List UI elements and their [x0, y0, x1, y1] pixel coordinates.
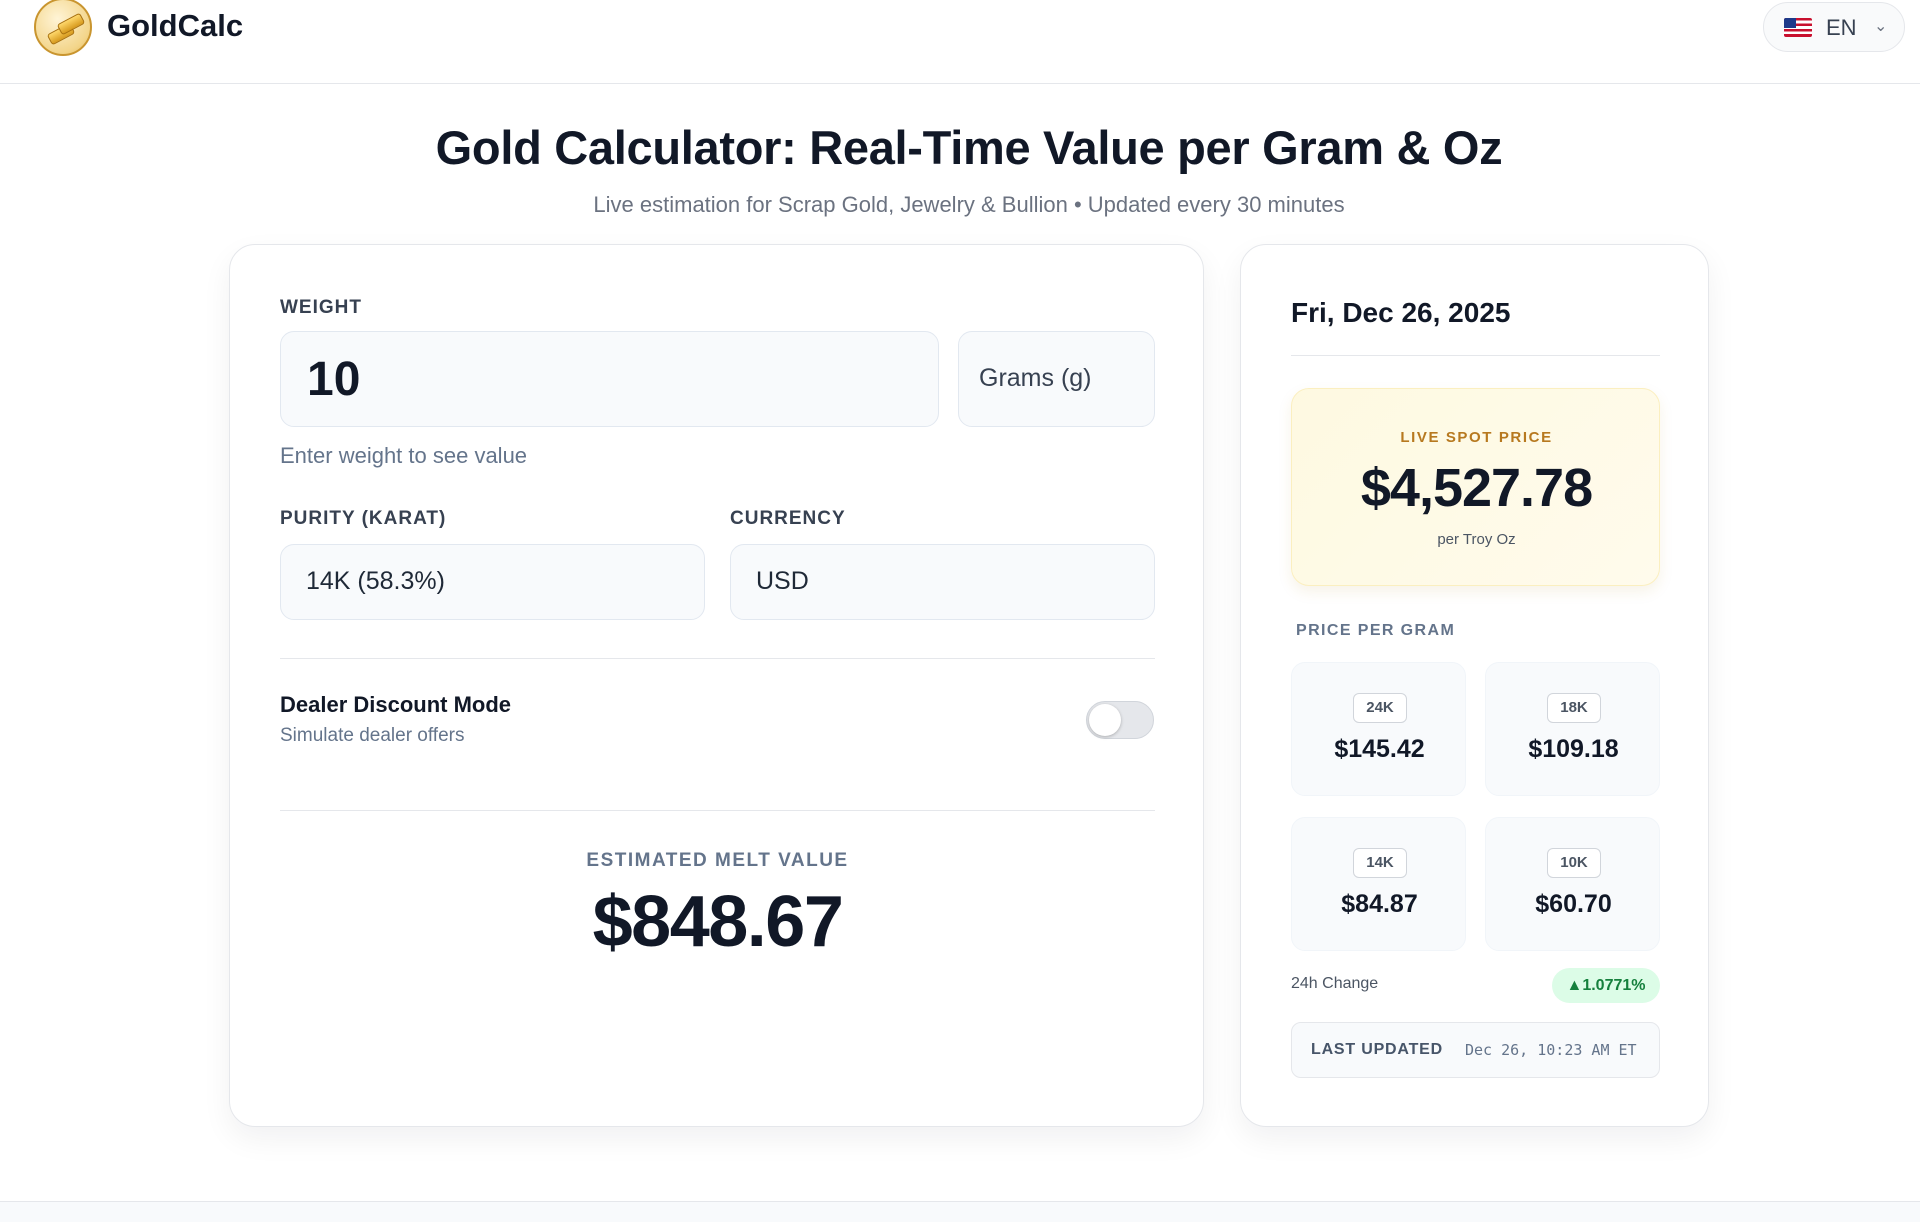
karat-badge: 10K: [1547, 848, 1601, 878]
karat-price-card: 24K $145.42: [1291, 662, 1466, 796]
karat-badge: 24K: [1353, 693, 1407, 723]
change-badge: ▲1.0771%: [1552, 968, 1660, 1003]
unit-select[interactable]: Grams (g): [958, 331, 1155, 427]
price-per-gram-label: PRICE PER GRAM: [1296, 622, 1456, 639]
dealer-mode-toggle[interactable]: [1086, 701, 1154, 739]
weight-hint: Enter weight to see value: [280, 443, 528, 468]
dealer-mode-subtitle: Simulate dealer offers: [280, 725, 465, 746]
weight-input[interactable]: 10: [280, 331, 939, 427]
spot-price-value: $4,527.78: [1360, 458, 1593, 518]
calculator-card: WEIGHT 10 Grams (g) Enter weight to see …: [229, 244, 1204, 1127]
karat-price-card: 10K $60.70: [1485, 817, 1660, 951]
last-updated-box: LAST UPDATED Dec 26, 10:23 AM ET: [1291, 1022, 1660, 1078]
language-selector[interactable]: EN ⌄: [1763, 2, 1905, 52]
spot-price-unit: per Troy Oz: [1437, 531, 1516, 548]
purity-select-value: 14K (58.3%): [306, 567, 445, 595]
page-subtitle: Live estimation for Scrap Gold, Jewelry …: [593, 192, 1345, 217]
karat-price: $60.70: [1535, 890, 1612, 918]
currency-select[interactable]: USD: [730, 544, 1155, 620]
logo-text[interactable]: GoldCalc: [107, 8, 244, 43]
purity-select[interactable]: 14K (58.3%): [280, 544, 705, 620]
weight-label: WEIGHT: [280, 297, 362, 318]
estimated-value-label: ESTIMATED MELT VALUE: [586, 850, 849, 871]
footer-edge: [0, 1201, 1920, 1222]
karat-price: $145.42: [1334, 735, 1425, 763]
top-header: GoldCalc EN ⌄: [0, 0, 1920, 84]
karat-price: $109.18: [1528, 735, 1619, 763]
karat-badge: 18K: [1547, 693, 1601, 723]
current-date: Fri, Dec 26, 2025: [1291, 297, 1511, 328]
divider: [1291, 355, 1660, 356]
karat-price: $84.87: [1341, 890, 1418, 918]
divider: [280, 810, 1155, 811]
currency-select-value: USD: [756, 567, 809, 595]
estimated-value: $848.67: [592, 882, 844, 962]
chevron-down-icon: ⌄: [1874, 18, 1888, 35]
purity-label: PURITY (KARAT): [280, 508, 447, 529]
unit-select-value: Grams (g): [979, 364, 1092, 392]
dealer-mode-title: Dealer Discount Mode: [280, 692, 512, 717]
spot-price-label: LIVE SPOT PRICE: [1400, 429, 1553, 446]
karat-price-card: 18K $109.18: [1485, 662, 1660, 796]
page-title: Gold Calculator: Real-Time Value per Gra…: [435, 121, 1503, 174]
language-label: EN: [1826, 15, 1857, 40]
divider: [280, 658, 1155, 659]
spot-price-box: LIVE SPOT PRICE $4,527.78 per Troy Oz: [1291, 388, 1660, 586]
us-flag-icon: [1784, 18, 1812, 37]
weight-input-value: 10: [307, 353, 361, 406]
gold-bars-logo-icon[interactable]: [34, 0, 92, 56]
price-sidebar-card: Fri, Dec 26, 2025 LIVE SPOT PRICE $4,527…: [1240, 244, 1709, 1127]
currency-label: CURRENCY: [730, 508, 846, 529]
last-updated-label: LAST UPDATED: [1311, 1041, 1443, 1058]
karat-price-card: 14K $84.87: [1291, 817, 1466, 951]
change-label: 24h Change: [1291, 975, 1379, 992]
last-updated-value: Dec 26, 10:23 AM ET: [1465, 1041, 1637, 1059]
karat-badge: 14K: [1353, 848, 1407, 878]
